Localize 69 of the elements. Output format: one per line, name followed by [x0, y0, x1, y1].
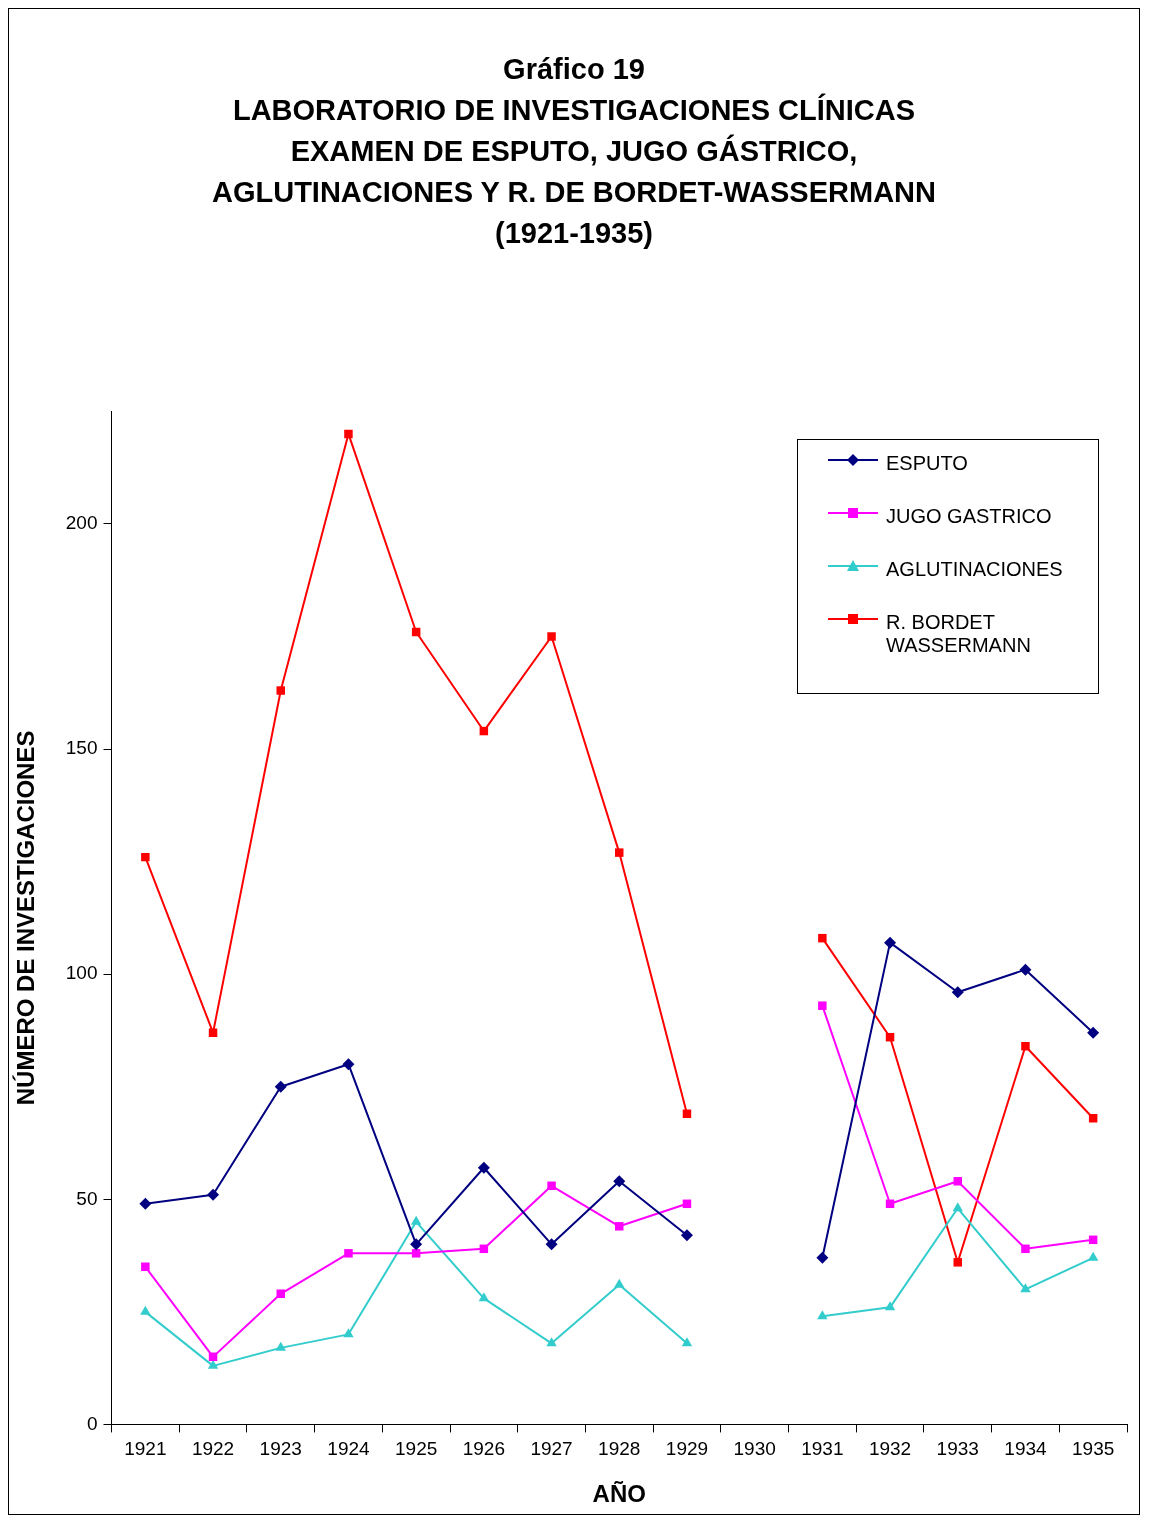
point: [140, 1305, 151, 1315]
x-axis-title: AÑO: [592, 1480, 646, 1508]
point: [141, 852, 150, 862]
point: [884, 1301, 896, 1311]
x-tick-label: 1934: [1004, 1438, 1048, 1460]
point: [410, 1215, 422, 1225]
point: [410, 1238, 423, 1251]
point: [546, 1337, 557, 1347]
point: [343, 1328, 354, 1338]
point: [478, 1292, 490, 1302]
point: [615, 1222, 624, 1231]
x-tick-label: 1927: [530, 1438, 573, 1460]
y-tick-label: 50: [76, 1187, 98, 1209]
point: [953, 1177, 962, 1186]
y-tick-label: 0: [86, 1412, 98, 1434]
x-tick-label: 1933: [936, 1438, 979, 1460]
point: [1087, 1026, 1100, 1039]
x-tick-label: 1935: [1072, 1438, 1115, 1460]
point: [680, 1229, 693, 1242]
point: [141, 1262, 150, 1272]
chart-title: Gráfico 19 LABORATORIO DE INVESTIGACIONES CLÍNICAS EXAMEN DE ESPUTO, JUGO GÁSTRICO, AGLUTINACIONES Y R. DE BORDET-WASSERMANN (1921-1935): [211, 52, 937, 251]
x-tick-label: 1931: [801, 1438, 844, 1460]
point: [816, 1251, 829, 1264]
point: [1021, 1041, 1030, 1051]
point: [276, 686, 285, 695]
point: [344, 429, 353, 439]
point: [681, 1337, 693, 1347]
point: [1020, 1283, 1031, 1293]
y-tick-label: 150: [65, 737, 98, 759]
point: [818, 933, 827, 943]
point: [547, 632, 556, 641]
legend-label: R. BORDET WASSERMANN: [886, 611, 1032, 657]
point: [207, 1188, 220, 1201]
point: [344, 1249, 353, 1258]
x-tick-label: 1929: [665, 1438, 709, 1460]
point: [1021, 1244, 1030, 1254]
point: [615, 848, 624, 857]
point: [139, 1197, 152, 1210]
point: [477, 1161, 490, 1174]
point: [342, 1058, 355, 1071]
y-tick-label: 100: [65, 962, 98, 984]
point: [614, 1278, 625, 1288]
x-tick-label: 1926: [462, 1438, 505, 1460]
x-tick-label: 1928: [598, 1438, 641, 1460]
x-tick-label: 1925: [395, 1438, 438, 1460]
y-axis-title: NÚMERO DE INVESTIGACIONES: [12, 730, 40, 1106]
point: [952, 1202, 963, 1212]
x-tick-label: 1923: [259, 1438, 302, 1460]
point: [275, 1341, 286, 1351]
point: [547, 1181, 556, 1191]
legend-label: AGLUTINACIONES: [886, 558, 1063, 581]
point: [411, 1249, 421, 1258]
x-tick-label: 1924: [327, 1438, 371, 1460]
point: [951, 986, 964, 999]
x-tick-label: 1932: [868, 1438, 912, 1460]
y-tick-label: 200: [65, 512, 98, 534]
x-tick-label: 1921: [124, 1438, 167, 1460]
legend-label: JUGO GASTRICO: [886, 505, 1052, 528]
point: [274, 1080, 287, 1093]
point: [818, 1001, 827, 1010]
point: [884, 936, 897, 949]
point: [208, 1028, 218, 1037]
point: [953, 1258, 962, 1267]
point: [1019, 963, 1032, 976]
point: [545, 1238, 558, 1251]
x-tick-label: 1930: [733, 1438, 776, 1460]
point: [613, 1175, 626, 1188]
x-tick-label: 1922: [191, 1438, 235, 1460]
legend-label: ESPUTO: [886, 452, 968, 475]
